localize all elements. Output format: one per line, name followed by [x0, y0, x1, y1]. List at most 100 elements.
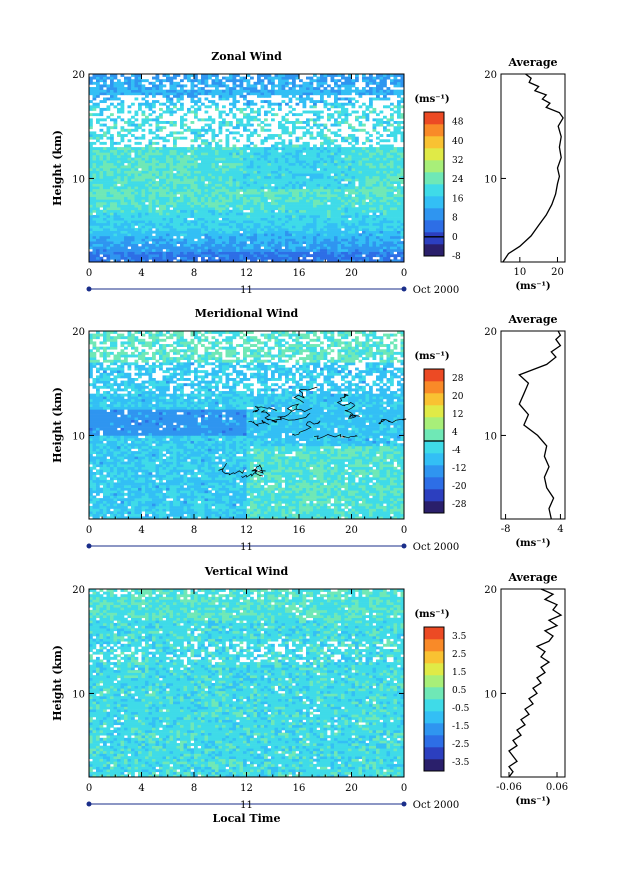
heatmap-cell: [369, 154, 373, 158]
heatmap-cell: [113, 194, 118, 198]
heatmap-cell: [96, 154, 100, 158]
heatmap-cell: [246, 212, 251, 216]
heatmap-cell: [103, 89, 107, 93]
heatmap-cell: [271, 107, 275, 111]
heatmap-cell: [320, 230, 324, 234]
heatmap-cell: [355, 201, 359, 205]
heatmap-cell: [201, 209, 205, 213]
heatmap-cell: [141, 246, 146, 250]
heatmap-cell: [215, 241, 219, 245]
heatmap-cell: [211, 248, 216, 252]
heatmap-cell: [131, 248, 135, 252]
heatmap-cell: [113, 157, 118, 161]
heatmap-cell: [145, 212, 149, 216]
heatmap-cell: [99, 134, 104, 137]
heatmap-cell: [89, 154, 93, 158]
heatmap-cell: [152, 141, 156, 145]
heatmap-cell: [204, 162, 209, 166]
heatmap-cell: [155, 196, 160, 200]
heatmap-cell: [211, 131, 216, 135]
heatmap-cell: [355, 100, 359, 104]
heatmap-cell: [190, 256, 195, 260]
heatmap-cell: [372, 89, 377, 93]
heatmap-cell: [264, 222, 268, 226]
heatmap-cell: [155, 165, 160, 169]
heatmap-cell: [372, 128, 377, 132]
heatmap-cell: [120, 134, 125, 137]
heatmap-cell: [274, 248, 279, 252]
heatmap-cell: [358, 173, 363, 177]
heatmap-cell: [222, 175, 226, 179]
heatmap-cell: [348, 134, 352, 137]
heatmap-cell: [99, 118, 104, 122]
heatmap-cell: [393, 121, 398, 124]
heatmap-cell: [99, 168, 104, 171]
heatmap-cell: [386, 173, 391, 177]
heatmap-cell: [131, 238, 135, 242]
heatmap-cell: [383, 105, 387, 109]
heatmap-cell: [316, 222, 321, 226]
heatmap-cell: [120, 84, 125, 88]
heatmap-cell: [120, 136, 125, 140]
heatmap-cell: [264, 100, 268, 104]
heatmap-cell: [110, 94, 114, 98]
heatmap-cell: [341, 160, 345, 164]
heatmap-cell: [264, 173, 268, 177]
heatmap-cell: [246, 243, 251, 247]
heatmap-cell: [386, 222, 391, 226]
heatmap-cell: [271, 254, 275, 258]
heatmap-cell: [194, 183, 198, 187]
heatmap-cell: [180, 212, 184, 216]
heatmap-cell: [383, 201, 387, 205]
heatmap-cell: [274, 225, 279, 229]
heatmap-cell: [232, 178, 237, 182]
heatmap-cell: [204, 92, 209, 96]
heatmap-cell: [145, 194, 149, 198]
heatmap-cell: [358, 181, 363, 184]
heatmap-cell: [124, 207, 128, 211]
heatmap-cell: [201, 254, 205, 258]
heatmap-cell: [400, 105, 405, 109]
heatmap-cell: [239, 196, 244, 200]
heatmap-cell: [155, 126, 160, 130]
heatmap-cell: [141, 259, 146, 263]
heatmap-cell: [295, 246, 300, 250]
heatmap-cell: [376, 238, 380, 242]
heatmap-cell: [113, 118, 118, 122]
heatmap-cell: [99, 162, 104, 166]
heatmap-cell: [386, 209, 391, 213]
heatmap-cell: [208, 196, 212, 200]
heatmap-cell: [257, 225, 261, 229]
heatmap-cell: [96, 168, 100, 171]
heatmap-cell: [180, 84, 184, 88]
heatmap-cell: [323, 207, 328, 211]
heatmap-cell: [236, 170, 240, 174]
heatmap-cell: [334, 175, 338, 179]
heatmap-cell: [211, 134, 216, 137]
heatmap-cell: [397, 92, 401, 96]
heatmap-cell: [330, 188, 335, 192]
heatmap-cell: [365, 136, 370, 140]
heatmap-cell: [281, 126, 286, 130]
heatmap-cell: [187, 196, 191, 200]
heatmap-cell: [281, 251, 286, 255]
heatmap-cell: [145, 222, 149, 226]
heatmap-cell: [131, 233, 135, 237]
heatmap-cell: [376, 207, 380, 211]
heatmap-cell: [243, 107, 247, 111]
heatmap-cell: [260, 196, 265, 200]
heatmap-cell: [358, 199, 363, 203]
heatmap-cell: [138, 233, 142, 237]
heatmap-cell: [397, 217, 401, 221]
heatmap-cell: [253, 84, 258, 88]
heatmap-cell: [92, 92, 97, 96]
heatmap-cell: [355, 118, 359, 122]
heatmap-cell: [232, 222, 237, 226]
heatmap-cell: [372, 248, 377, 252]
heatmap-cell: [299, 175, 303, 179]
heatmap-cell: [257, 251, 261, 255]
heatmap-cell: [152, 87, 156, 90]
heatmap-cell: [351, 175, 356, 179]
heatmap-cell: [313, 123, 317, 127]
heatmap-cell: [281, 139, 286, 143]
